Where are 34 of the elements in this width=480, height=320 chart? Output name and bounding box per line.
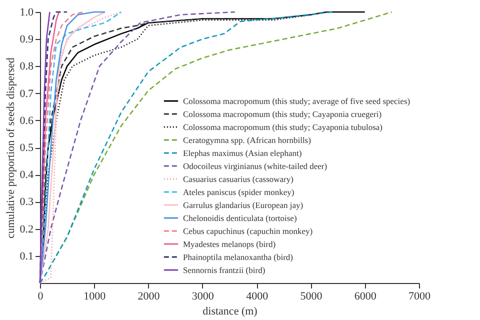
legend-label: Sennornis frantzii (bird) [183, 265, 266, 275]
y-tick-label: 0.3 [20, 196, 34, 208]
y-tick-label: 0.5 [20, 142, 34, 154]
legend-label: Cebus capuchinus (capuchin monkey) [183, 226, 313, 236]
y-axis-title: cumulative proportion of seeds dispersed [4, 57, 17, 238]
x-tick-label: 1000 [84, 290, 106, 302]
y-tick-label: 0.6 [20, 114, 34, 127]
legend-label: Colossoma macropomum (this study; Cayaponia tubulosa) [183, 122, 383, 132]
x-axis-title: distance (m) [202, 306, 258, 318]
y-tick-label: 0.7 [20, 88, 34, 100]
legend-label: Chelonoidis denticulata (tortoise) [183, 213, 297, 223]
legend-label: Elephas maximus (Asian elephant) [183, 148, 302, 158]
x-tick-label: 2000 [138, 290, 160, 302]
y-tick-label: 0.4 [20, 169, 34, 182]
x-tick-label: 3000 [192, 290, 214, 302]
x-tick-label: 6000 [354, 290, 377, 302]
legend-label: Ateles paniscus (spider monkey) [183, 187, 294, 197]
legend-label: Myadestes melanops (bird) [183, 239, 276, 249]
legend-label: Odocoileus virginianus (white-tailed deer) [183, 161, 328, 171]
legend-label: Colossoma macropomum (this study; average of five seed species) [183, 96, 410, 106]
x-tick-label: 5000 [300, 290, 323, 302]
legend-label: Colossoma macropomum (this study; Cayaponia cruegeri) [183, 109, 382, 119]
y-tick-label: 0.1 [20, 250, 34, 262]
y-tick-label: 0.2 [20, 223, 34, 236]
legend-label: Ceratogymna spp. (African hornbills) [183, 135, 312, 145]
y-tick-label: 0.8 [20, 60, 34, 73]
x-tick-label: 7000 [408, 290, 431, 302]
x-tick-label: 4000 [246, 290, 269, 302]
legend-label: Phainoptila melanoxantha (bird) [183, 252, 294, 262]
legend-label: Garrulus glandarius (European jay) [183, 200, 304, 210]
y-tick-label: 1.0 [20, 6, 34, 18]
y-tick-label: 0.9 [20, 34, 34, 46]
legend-label: Casuarius casuarius (cassowary) [183, 174, 294, 184]
x-tick-label: 0 [38, 290, 44, 302]
